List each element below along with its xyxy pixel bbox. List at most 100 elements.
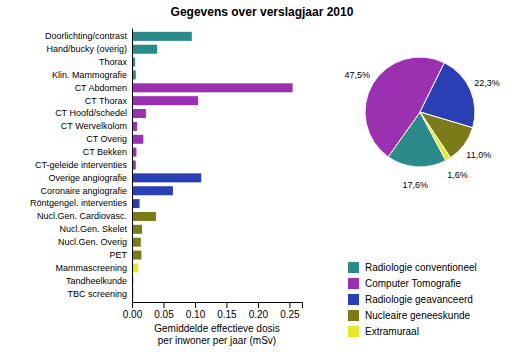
y-tick-label: Overige angiografie [48,173,127,183]
legend-label: Computer Tomografie [365,278,461,289]
y-tick-label: PET [109,250,127,260]
x-tick-label: 0.05 [154,309,174,320]
data-label: 11,0% [466,150,491,160]
y-tick-label: Mammascreening [55,263,127,273]
y-tick-label: CT Wervelkolom [61,121,127,131]
legend-swatch [348,310,359,321]
y-tick: Nucl.Gen. Overig [58,237,127,247]
data-label: 1,6% [447,170,468,180]
y-tick: Klin. Mammografie [52,70,127,80]
bar [132,135,143,144]
legend-item: Extramuraal [348,326,419,337]
bar [132,251,141,260]
bar [132,186,173,195]
y-tick-label: Tandheelkunde [66,276,127,286]
y-tick: CT Hoofd/schedel [55,108,127,118]
x-tick-label: 0.10 [186,309,206,320]
data-labels: 17,6% 47,5% 22,3% 11,0% 1,6% [345,70,500,190]
x-tick-mark [195,302,196,308]
y-tick-label: Klin. Mammografie [52,70,127,80]
chart: Gegevens over verslagjaar 20100.000.050.… [0,0,524,352]
y-tick-label: Hand/bucky (overig) [46,44,127,54]
bar [132,173,201,182]
y-tick: Nucl.Gen. Skelet [59,224,127,234]
bar [132,32,192,41]
y-tick-label: Coronaire angiografie [40,186,127,196]
title: Gegevens over verslagjaar 2010 [171,5,354,19]
bar [132,199,140,208]
slice [420,112,451,161]
y-tick: Hand/bucky (overig) [46,44,127,54]
bar [132,83,293,92]
bar [132,225,142,234]
pie-plot: 17,6% 47,5% 22,3% 11,0% 1,6% [345,57,500,190]
bar [132,238,141,247]
x-tick-label: 0.25 [280,309,300,320]
x-tick-mark [226,302,227,308]
bar [132,45,157,54]
x-axis-title: Gemiddelde effectieve dosisper inwoner p… [154,323,279,346]
x-tick: 0.10 [186,302,206,320]
y-tick: Nucl.Gen. Cardiovasc. [37,211,127,221]
x-axis: 0.00 0.05 0.10 0.15 0.20 0.25 [123,302,303,320]
y-tick: CT Wervelkolom [61,121,127,131]
legend-swatch [348,262,359,273]
y-tick-label: TBC screening [67,289,127,299]
legend-label: Radiologie conventioneel [365,262,477,273]
y-tick-label: CT Hoofd/schedel [55,108,127,118]
slices [365,57,475,167]
y-tick-label: Thorax [99,57,128,67]
y-tick-label: Nucl.Gen. Skelet [59,224,127,234]
y-tick: Mammascreening [55,263,127,273]
y-tick-label: CT-geleide interventies [35,160,128,170]
legend-label: Radiologie geavanceerd [365,294,473,305]
y-tick: CT Thorax [85,96,128,106]
legend-swatch [348,294,359,305]
x-tick-mark [258,302,259,308]
x-tick-label: 0.00 [123,309,143,320]
legend-item: Radiologie geavanceerd [348,294,473,305]
x-tick: 0.05 [154,302,174,320]
y-axis: Doorlichting/contrast Hand/bucky (overig)… [30,29,133,303]
y-tick: PET [109,250,127,260]
y-tick: CT Overig [86,134,127,144]
y-tick-label: CT Bekken [83,147,127,157]
bars [132,32,293,298]
y-tick-label: CT Thorax [85,96,128,106]
legend-label: Nucleaire geneeskunde [365,310,471,321]
y-tick-label: CT Abdomen [75,83,127,93]
data-label: 17,6% [403,180,429,190]
y-axis-line [132,29,133,303]
data-label: 47,5% [345,70,371,80]
y-tick: CT Abdomen [75,83,127,93]
y-tick: Overige angiografie [48,173,127,183]
y-tick-label: Doorlichting/contrast [45,31,128,41]
legend: Radiologie conventioneel Computer Tomogra… [348,262,477,337]
x-tick: 0.00 [123,302,143,320]
x-tick-mark [163,302,164,308]
y-tick: Doorlichting/contrast [45,31,128,41]
bar [132,109,146,118]
y-tick: CT-geleide interventies [35,160,128,170]
legend-item: Radiologie conventioneel [348,262,477,273]
y-tick: Tandheelkunde [66,276,127,286]
legend-swatch [348,326,359,337]
data-label: 22,3% [474,78,500,88]
x-axis-line [133,303,303,309]
y-tick-label: Nucl.Gen. Cardiovasc. [37,211,127,221]
y-tick-label: Nucl.Gen. Overig [58,237,127,247]
x-tick-mark [289,302,290,308]
legend-label: Extramuraal [365,326,419,337]
bar [132,212,156,221]
y-tick-label: Röntgengel. interventies [30,198,128,208]
x-tick-label: 0.20 [249,309,269,320]
y-tick-label: CT Overig [86,134,127,144]
x-tick: 0.25 [280,302,300,320]
legend-item: Nucleaire geneeskunde [348,310,471,321]
legend-swatch [348,278,359,289]
x-tick: 0.15 [217,302,237,320]
bar [132,96,198,105]
y-tick: Röntgengel. interventies [30,198,128,208]
y-tick: Thorax [99,57,128,67]
y-tick: CT Bekken [83,147,127,157]
